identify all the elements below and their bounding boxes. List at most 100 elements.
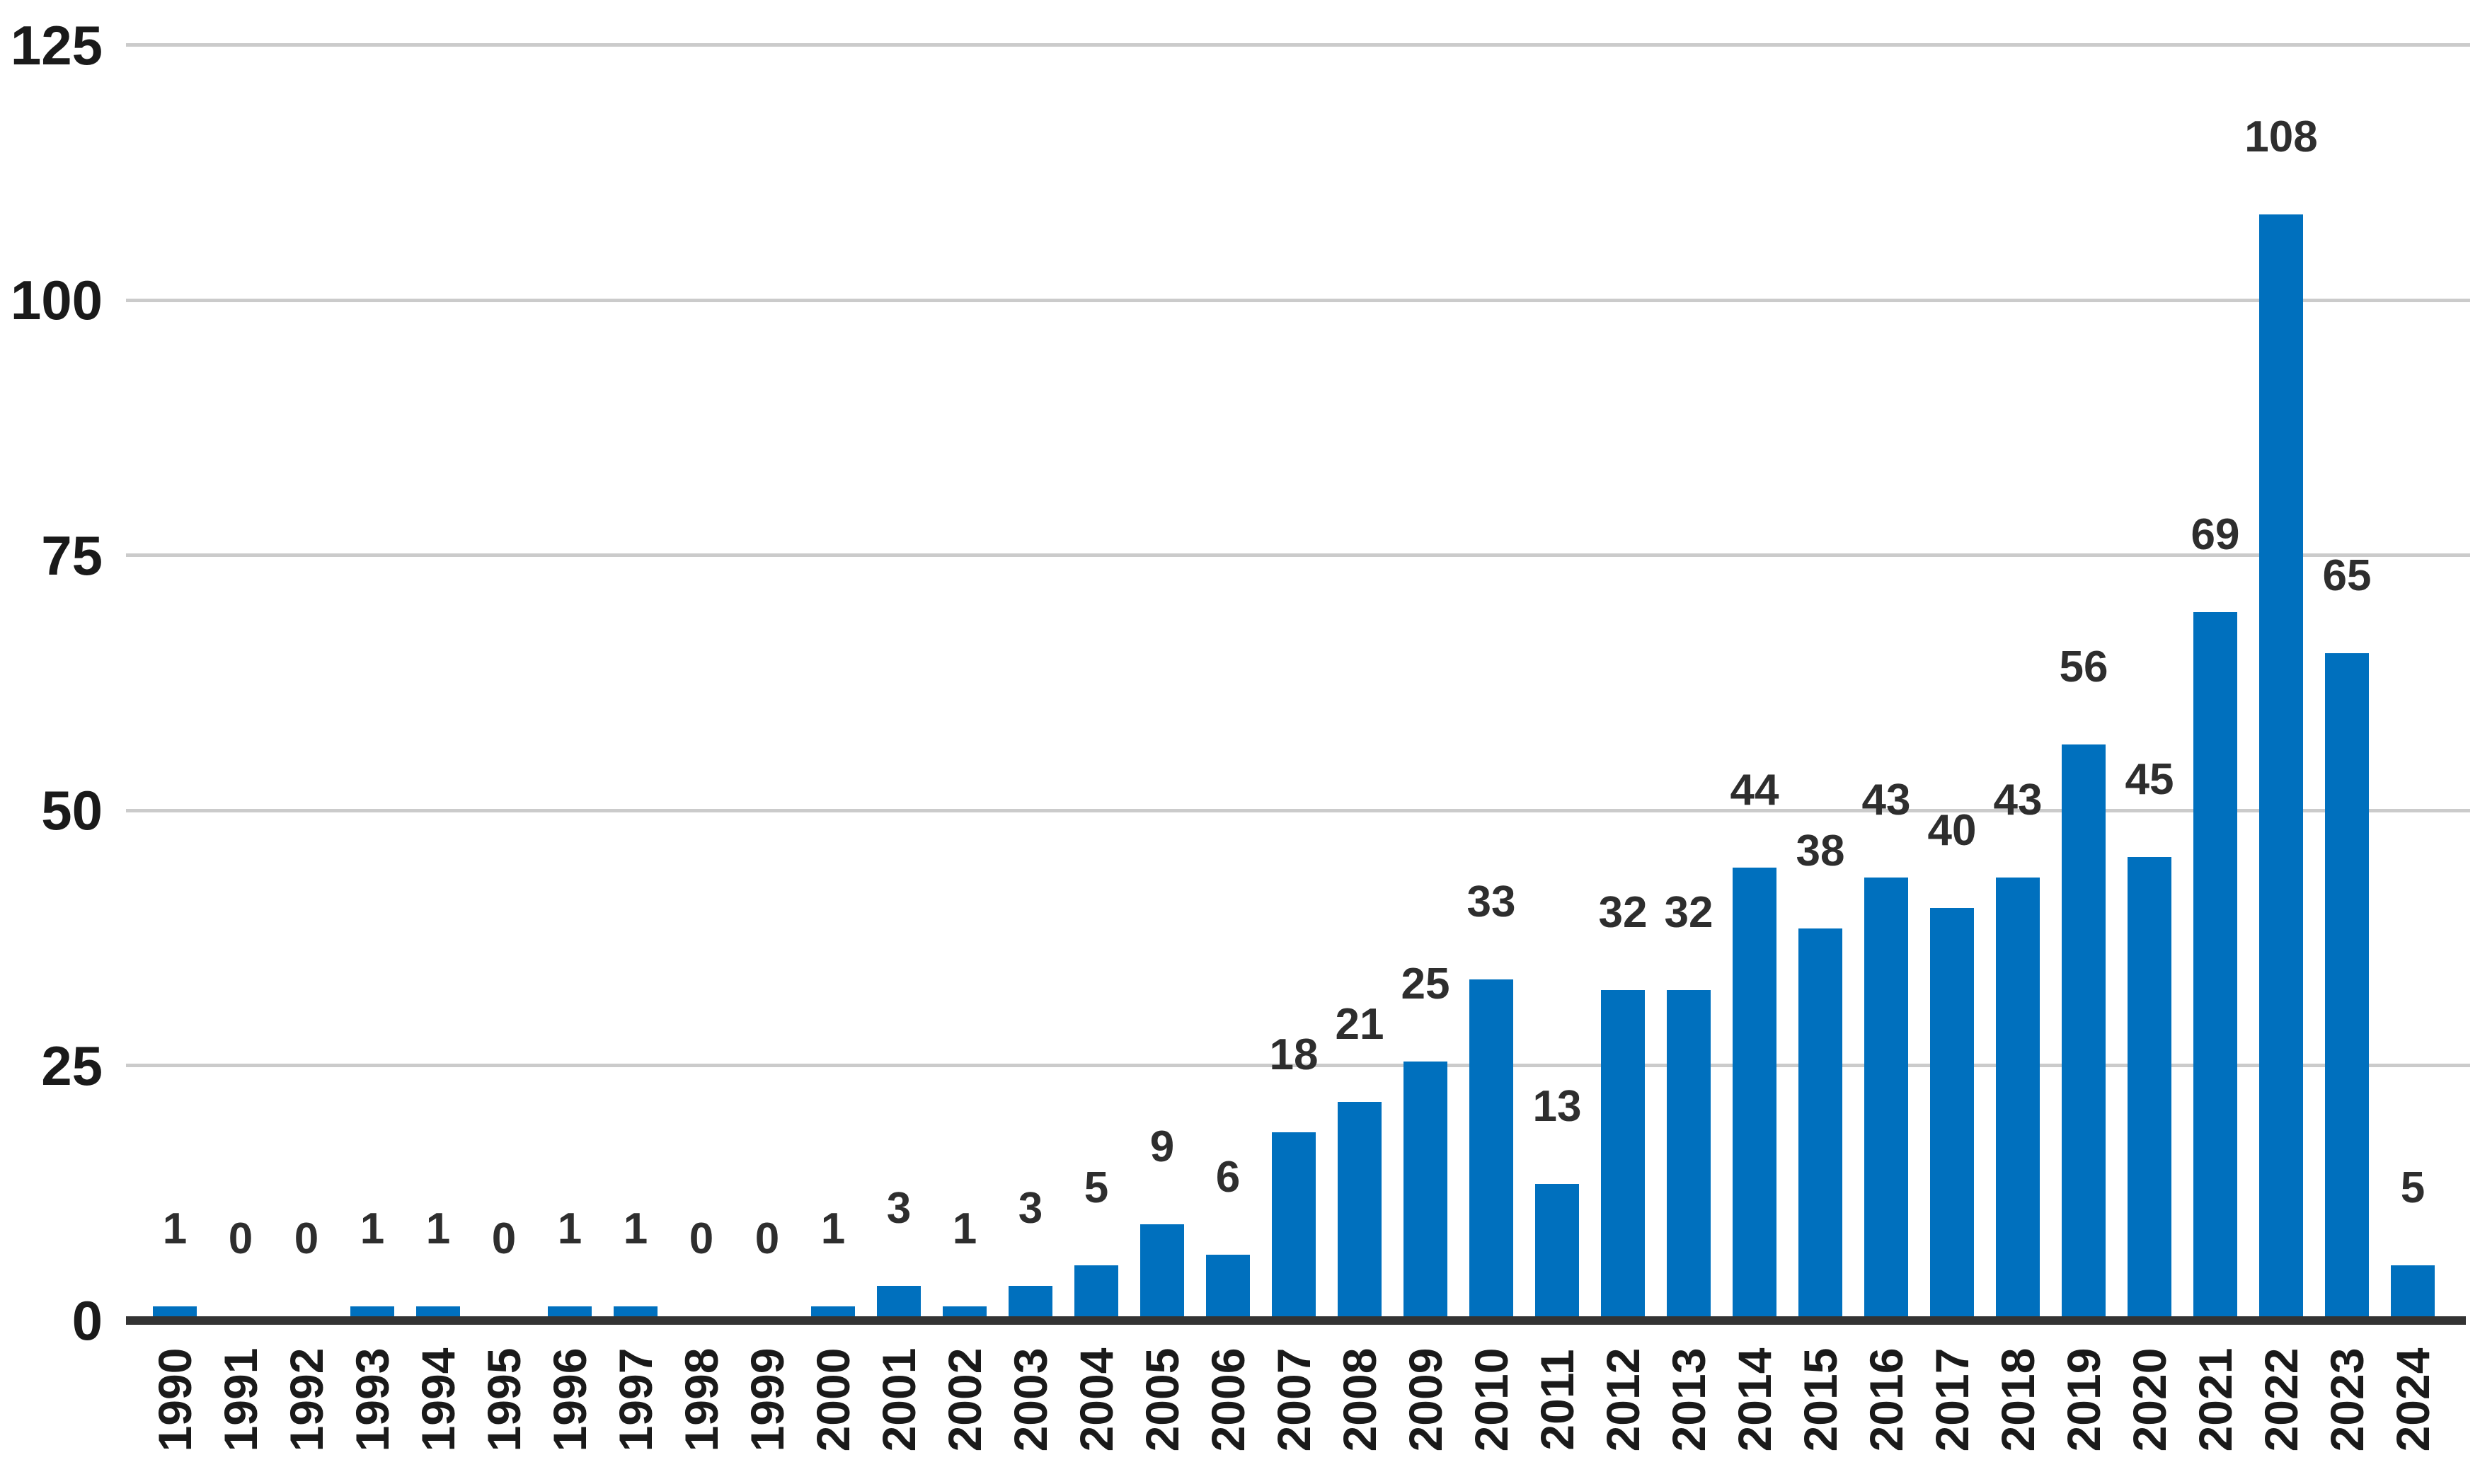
x-axis-tick-label: 2019 — [2057, 1347, 2110, 1452]
bar-2020 — [2128, 857, 2171, 1316]
y-axis-tick-label: 0 — [71, 1289, 103, 1352]
bar-value-label: 6 — [1215, 1153, 1241, 1202]
bar-2004 — [1074, 1265, 1118, 1316]
x-axis-tick-label: 2005 — [1136, 1347, 1188, 1452]
bar-value-label: 3 — [1018, 1184, 1043, 1233]
x-axis-tick-label: 1993 — [346, 1347, 398, 1452]
bar-1994 — [416, 1306, 460, 1316]
x-axis-tick-label: 2007 — [1268, 1347, 1320, 1452]
x-axis-tick-label: 2024 — [2387, 1347, 2439, 1452]
bar-value-label: 56 — [2059, 643, 2108, 691]
bar-value-label: 21 — [1335, 1000, 1384, 1049]
bar-2015 — [1798, 928, 1842, 1316]
bar-value-label: 1 — [425, 1204, 451, 1253]
x-axis-tick-label: 1996 — [544, 1347, 596, 1452]
x-axis-tick-label: 2022 — [2255, 1347, 2307, 1452]
bar-2011 — [1535, 1184, 1579, 1316]
y-axis-tick-label: 50 — [41, 779, 103, 841]
x-axis-tick-label: 2001 — [873, 1347, 925, 1452]
x-axis-tick-label: 2012 — [1597, 1347, 1649, 1452]
x-axis-tick-label: 2013 — [1663, 1347, 1715, 1452]
gridline — [126, 809, 2470, 812]
bar-2017 — [1930, 908, 1974, 1316]
bar-value-label: 1 — [557, 1204, 582, 1253]
x-axis-tick-label: 1994 — [412, 1347, 464, 1452]
x-axis-tick-label: 1998 — [675, 1347, 728, 1452]
x-axis-tick-label: 2008 — [1333, 1347, 1386, 1452]
bar-1990 — [153, 1306, 197, 1316]
bar-value-label: 43 — [1861, 776, 1911, 824]
bar-value-label: 1 — [820, 1204, 846, 1253]
x-axis-tick-label: 2010 — [1465, 1347, 1517, 1452]
x-axis-tick-label: 2014 — [1728, 1347, 1781, 1452]
bar-value-label: 18 — [1269, 1030, 1319, 1079]
bar-value-label: 45 — [2125, 755, 2174, 804]
bar-2010 — [1469, 979, 1513, 1316]
x-axis-tick-label: 2023 — [2321, 1347, 2373, 1452]
bar-value-label: 5 — [1084, 1163, 1109, 1212]
x-axis-tick-label: 2020 — [2123, 1347, 2176, 1452]
bar-2008 — [1338, 1102, 1382, 1316]
x-axis-tick-label: 2021 — [2189, 1347, 2241, 1452]
x-axis-tick-label: 2015 — [1794, 1347, 1847, 1452]
gridline — [126, 1064, 2470, 1067]
bar-value-label: 69 — [2191, 510, 2240, 559]
bar-value-label: 5 — [2400, 1163, 2426, 1212]
bar-value-label: 0 — [294, 1214, 319, 1263]
bar-2014 — [1733, 868, 1776, 1316]
bar-value-label: 0 — [228, 1214, 253, 1263]
bar-2022 — [2259, 214, 2303, 1316]
bar-value-label: 32 — [1598, 888, 1648, 937]
bar-2007 — [1272, 1132, 1316, 1316]
bar-2024 — [2391, 1265, 2435, 1316]
bar-value-label: 40 — [1927, 806, 1977, 855]
x-axis-tick-label: 1999 — [741, 1347, 793, 1452]
x-axis-tick-label: 2000 — [807, 1347, 859, 1452]
bar-value-label: 0 — [754, 1214, 780, 1263]
bar-value-label: 0 — [491, 1214, 517, 1263]
x-axis-tick-label: 2011 — [1531, 1349, 1583, 1451]
bar-2001 — [877, 1286, 921, 1316]
bar-2002 — [943, 1306, 987, 1316]
gridline — [126, 553, 2470, 557]
bar-value-label: 13 — [1532, 1082, 1582, 1131]
bar-value-label: 108 — [2244, 113, 2318, 161]
bar-1997 — [614, 1306, 658, 1316]
x-axis-line — [126, 1316, 2466, 1325]
y-axis-tick-label: 100 — [10, 269, 103, 331]
bar-2003 — [1009, 1286, 1052, 1316]
bar-value-label: 3 — [886, 1184, 912, 1233]
bar-1996 — [548, 1306, 592, 1316]
bar-2018 — [1996, 878, 2040, 1316]
bar-2000 — [811, 1306, 855, 1316]
x-axis-tick-label: 2006 — [1202, 1347, 1254, 1452]
bar-2006 — [1206, 1255, 1250, 1316]
bar-2012 — [1601, 990, 1645, 1316]
bar-2005 — [1140, 1224, 1184, 1316]
x-axis-tick-label: 2017 — [1926, 1347, 1978, 1452]
bar-value-label: 33 — [1466, 878, 1516, 926]
bar-value-label: 1 — [360, 1204, 385, 1253]
x-axis-tick-label: 2018 — [1992, 1347, 2044, 1452]
gridline — [126, 43, 2470, 47]
x-axis-tick-label: 1992 — [280, 1347, 333, 1452]
bar-value-label: 65 — [2322, 551, 2372, 600]
x-axis-tick-label: 1995 — [478, 1347, 530, 1452]
x-axis-tick-label: 2002 — [938, 1347, 991, 1452]
y-axis-tick-label: 25 — [41, 1035, 103, 1097]
x-axis-tick-label: 2016 — [1860, 1347, 1912, 1452]
bar-value-label: 1 — [952, 1204, 977, 1253]
x-axis-tick-label: 1991 — [214, 1347, 267, 1452]
bar-2013 — [1667, 990, 1711, 1316]
x-axis-tick-label: 1990 — [149, 1347, 201, 1452]
bar-2009 — [1403, 1062, 1447, 1317]
y-axis-tick-label: 125 — [10, 14, 103, 76]
bar-value-label: 9 — [1149, 1122, 1175, 1171]
gridline — [126, 299, 2470, 302]
x-axis-tick-label: 2003 — [1004, 1347, 1057, 1452]
x-axis-tick-label: 2004 — [1070, 1347, 1123, 1452]
bar-value-label: 1 — [162, 1204, 188, 1253]
bar-value-label: 43 — [1993, 776, 2043, 824]
bar-value-label: 44 — [1730, 766, 1779, 815]
